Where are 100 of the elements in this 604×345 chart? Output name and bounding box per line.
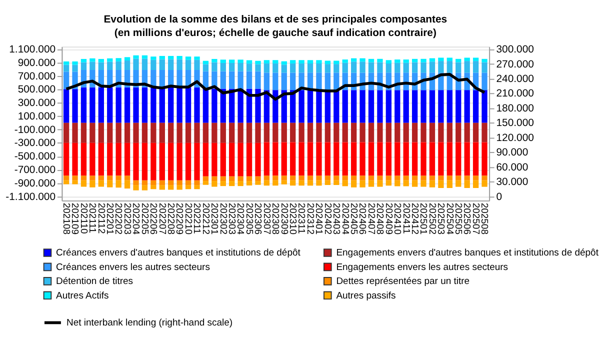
bar bbox=[150, 60, 156, 70]
bar bbox=[116, 61, 122, 70]
x-tick-label: 202112 bbox=[95, 202, 106, 234]
bar bbox=[238, 62, 244, 72]
bar bbox=[316, 142, 322, 176]
bar bbox=[342, 142, 348, 176]
bar bbox=[429, 142, 436, 176]
bar bbox=[298, 142, 304, 176]
bar bbox=[202, 122, 209, 143]
bar bbox=[412, 176, 418, 180]
bar bbox=[72, 64, 78, 72]
bar bbox=[229, 62, 235, 72]
bar bbox=[342, 180, 348, 186]
bar bbox=[246, 64, 252, 72]
x-tick-label: 202210 bbox=[182, 202, 194, 234]
bar bbox=[472, 180, 479, 188]
bar bbox=[281, 64, 287, 73]
bar bbox=[316, 122, 322, 142]
x-tick-label: 202206 bbox=[148, 202, 159, 234]
bar bbox=[98, 142, 104, 176]
bar bbox=[176, 59, 182, 70]
bar bbox=[116, 180, 122, 188]
bar bbox=[90, 176, 96, 180]
bar bbox=[482, 180, 488, 187]
bar bbox=[420, 62, 426, 73]
bar bbox=[80, 122, 87, 143]
bar bbox=[264, 180, 270, 186]
bar bbox=[212, 88, 218, 123]
x-tick-label: 202502 bbox=[426, 202, 438, 234]
bar bbox=[142, 87, 148, 123]
bar bbox=[133, 55, 139, 59]
bar bbox=[307, 63, 314, 73]
bar bbox=[298, 176, 304, 180]
bar bbox=[150, 87, 156, 123]
bar bbox=[159, 56, 165, 60]
bar bbox=[272, 180, 278, 186]
bar bbox=[350, 142, 357, 176]
bar bbox=[324, 72, 331, 90]
bar bbox=[438, 122, 444, 142]
bar bbox=[377, 142, 383, 176]
x-tick-label: 202506 bbox=[461, 202, 472, 234]
bar bbox=[229, 88, 235, 123]
bar bbox=[90, 180, 96, 188]
bar bbox=[456, 90, 462, 123]
legend-label: Dettes représentées par un titre bbox=[336, 276, 470, 288]
bar bbox=[212, 142, 218, 176]
bar bbox=[360, 180, 366, 188]
bar bbox=[316, 63, 322, 73]
x-tick-label: 202205 bbox=[138, 202, 150, 234]
bar bbox=[272, 63, 278, 73]
bar bbox=[394, 180, 400, 186]
bar bbox=[80, 142, 87, 176]
bar bbox=[429, 90, 436, 123]
y-tick-label: 300.000 bbox=[18, 98, 56, 110]
bar bbox=[386, 122, 392, 142]
bar bbox=[334, 180, 340, 185]
bar bbox=[482, 72, 488, 90]
bar bbox=[403, 62, 409, 73]
bar bbox=[456, 142, 462, 176]
bar bbox=[403, 176, 409, 180]
bar bbox=[272, 142, 278, 176]
bar bbox=[456, 122, 462, 142]
bar bbox=[420, 180, 426, 187]
bar bbox=[438, 90, 444, 123]
bar bbox=[220, 181, 226, 186]
bar bbox=[159, 180, 165, 186]
x-tick-label: 202109 bbox=[69, 202, 80, 234]
x-tick-label: 202301 bbox=[208, 202, 220, 234]
bar bbox=[386, 176, 392, 180]
bar bbox=[246, 122, 252, 143]
bar bbox=[394, 90, 400, 123]
bar bbox=[464, 122, 470, 142]
x-tick-label: 202308 bbox=[270, 202, 281, 234]
bar bbox=[202, 142, 209, 176]
bar bbox=[420, 90, 426, 123]
bar bbox=[316, 176, 322, 180]
y2-tick-label: 210.000 bbox=[496, 88, 534, 100]
legend-label: Créances envers d'autres banques et institutions de dépôt bbox=[56, 248, 301, 259]
x-tick-label: 202406 bbox=[356, 202, 368, 234]
legend-label: Autres passifs bbox=[336, 290, 396, 302]
legend-label: Net interbank lending (right-hand scale) bbox=[66, 318, 233, 329]
bar bbox=[272, 60, 278, 64]
bar bbox=[368, 90, 374, 123]
bar bbox=[133, 142, 139, 180]
x-tick-label: 202309 bbox=[278, 202, 290, 234]
bar bbox=[482, 142, 488, 176]
bar bbox=[290, 63, 296, 73]
y-tick-label: 700.000 bbox=[18, 71, 56, 82]
bar bbox=[281, 176, 287, 180]
bar bbox=[176, 180, 182, 186]
bar bbox=[360, 62, 366, 73]
bar bbox=[429, 62, 436, 73]
bar bbox=[90, 58, 96, 62]
bar bbox=[212, 181, 218, 187]
bar bbox=[386, 63, 392, 73]
bar bbox=[316, 180, 322, 186]
x-tick-label: 202407 bbox=[365, 202, 376, 234]
bar bbox=[272, 72, 278, 90]
bar bbox=[290, 180, 296, 186]
bar bbox=[255, 71, 261, 89]
